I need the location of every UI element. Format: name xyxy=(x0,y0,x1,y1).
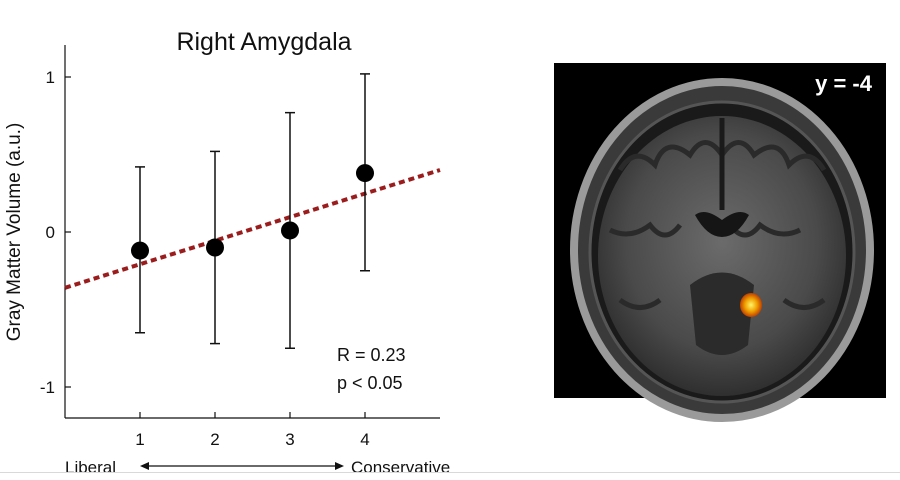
data-point xyxy=(131,241,149,260)
y-tick-label: 1 xyxy=(46,68,55,87)
scale-arrow-left xyxy=(140,462,149,470)
x-tick-label: 4 xyxy=(360,430,369,449)
x-tick-label: 3 xyxy=(285,430,294,449)
y-tick-label: -1 xyxy=(40,378,55,397)
regression-fit-line xyxy=(64,168,441,290)
x-tick-label: 2 xyxy=(210,430,219,449)
brain-mri-panel: y = -4 xyxy=(554,63,886,422)
data-point xyxy=(206,238,224,257)
amygdala-activation xyxy=(740,293,762,317)
scatter-chart: Right Amygdala Gray Matter Volume (a.u.)… xyxy=(4,28,450,477)
y-tick-label: 0 xyxy=(46,223,55,242)
chart-title: Right Amygdala xyxy=(176,28,351,56)
ventricles xyxy=(695,211,749,237)
slice-label: y = -4 xyxy=(815,71,873,96)
data-point xyxy=(281,221,299,240)
scale-left-label: Liberal xyxy=(65,458,116,477)
brainstem-region xyxy=(690,272,754,355)
y-axis-label: Gray Matter Volume (a.u.) xyxy=(4,123,25,342)
scale-arrow-right xyxy=(335,462,344,470)
y-axis-ticks: 1 0 -1 xyxy=(40,68,71,397)
annotation-r-value: R = 0.23 xyxy=(337,345,406,365)
scale-right-label: Conservative xyxy=(351,458,450,477)
data-point xyxy=(356,164,374,183)
error-bars xyxy=(135,73,370,349)
x-axis-ticks: 1 2 3 4 xyxy=(135,412,370,449)
bottom-divider xyxy=(0,472,900,473)
liberal-conservative-scale: Liberal Conservative xyxy=(65,458,450,477)
brain-tissue xyxy=(598,116,846,396)
data-points xyxy=(131,164,374,260)
annotation-p-value: p < 0.05 xyxy=(337,373,403,393)
x-tick-label: 1 xyxy=(135,430,144,449)
